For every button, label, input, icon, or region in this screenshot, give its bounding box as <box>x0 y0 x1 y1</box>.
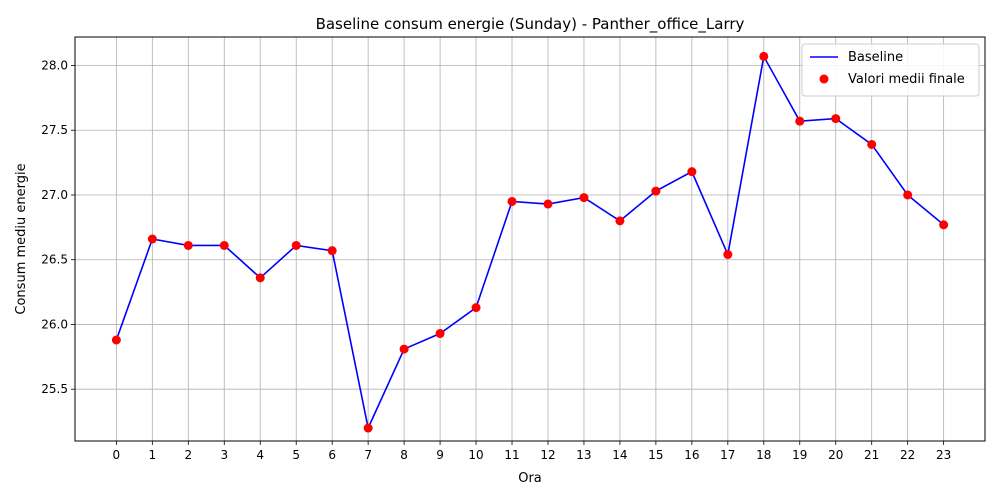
x-tick-label: 9 <box>436 448 444 462</box>
x-tick-label: 5 <box>292 448 300 462</box>
series-layer <box>111 51 949 433</box>
x-tick-label: 4 <box>256 448 264 462</box>
x-tick-label: 21 <box>864 448 879 462</box>
x-tick-label: 16 <box>684 448 699 462</box>
data-point <box>435 329 445 339</box>
data-point <box>723 250 733 260</box>
baseline-series-line <box>115 54 945 431</box>
legend-label-valori-medii: Valori medii finale <box>848 72 965 87</box>
data-point <box>615 216 625 226</box>
data-point <box>687 167 697 177</box>
x-tick-label: 2 <box>184 448 192 462</box>
data-point <box>831 114 841 124</box>
y-tick-label: 26.5 <box>41 253 68 267</box>
data-point <box>543 199 553 209</box>
x-tick-label: 6 <box>328 448 336 462</box>
legend-dot-swatch <box>819 74 829 84</box>
data-point <box>399 344 409 354</box>
x-tick-label: 11 <box>504 448 519 462</box>
data-point <box>579 193 589 203</box>
x-tick-label: 17 <box>720 448 735 462</box>
x-tick-label: 10 <box>468 448 483 462</box>
data-point <box>111 335 121 345</box>
data-point <box>219 240 229 250</box>
legend: Baseline Valori medii finale <box>801 43 980 97</box>
data-point <box>471 303 481 313</box>
chart-title: Baseline consum energie (Sunday) - Panth… <box>316 15 745 34</box>
data-point <box>759 51 769 61</box>
data-point <box>183 240 193 250</box>
y-tick-label: 27.0 <box>41 188 68 202</box>
data-point <box>903 190 913 200</box>
data-point <box>147 234 157 244</box>
x-tick-label: 18 <box>756 448 771 462</box>
y-tick-label: 28.0 <box>41 58 68 72</box>
x-tick-label: 15 <box>648 448 663 462</box>
data-point <box>291 240 301 250</box>
grid <box>75 37 985 441</box>
plot-frame <box>74 36 986 442</box>
y-axis: 25.5 26.0 26.5 27.0 27.5 28.0 <box>41 58 75 396</box>
legend-label-baseline: Baseline <box>848 50 903 65</box>
x-tick-label: 14 <box>612 448 627 462</box>
x-tick-label: 13 <box>576 448 591 462</box>
x-tick-label: 0 <box>113 448 121 462</box>
x-tick-label: 7 <box>364 448 372 462</box>
x-tick-label: 3 <box>220 448 228 462</box>
x-axis: 0 1 2 3 4 5 6 7 8 9 10 11 12 13 14 15 16 17 18 19 20 21 22 23 <box>113 441 951 462</box>
data-point <box>327 246 337 256</box>
x-tick-label: 12 <box>540 448 555 462</box>
data-point <box>363 423 373 433</box>
x-tick-label: 19 <box>792 448 807 462</box>
data-point <box>867 139 877 149</box>
legend-box <box>801 43 980 97</box>
y-tick-label: 27.5 <box>41 123 68 137</box>
data-point <box>795 116 805 126</box>
y-tick-label: 26.0 <box>41 317 68 331</box>
x-tick-label: 22 <box>900 448 915 462</box>
data-point <box>939 220 949 230</box>
x-tick-label: 1 <box>149 448 157 462</box>
y-axis-label: Consum mediu energie <box>14 163 29 314</box>
x-axis-label: Ora <box>518 471 542 486</box>
x-tick-label: 8 <box>400 448 408 462</box>
x-tick-label: 23 <box>936 448 951 462</box>
data-point <box>507 196 517 206</box>
y-tick-label: 25.5 <box>41 382 68 396</box>
data-point <box>651 186 661 196</box>
data-point <box>255 273 265 283</box>
x-tick-label: 20 <box>828 448 843 462</box>
